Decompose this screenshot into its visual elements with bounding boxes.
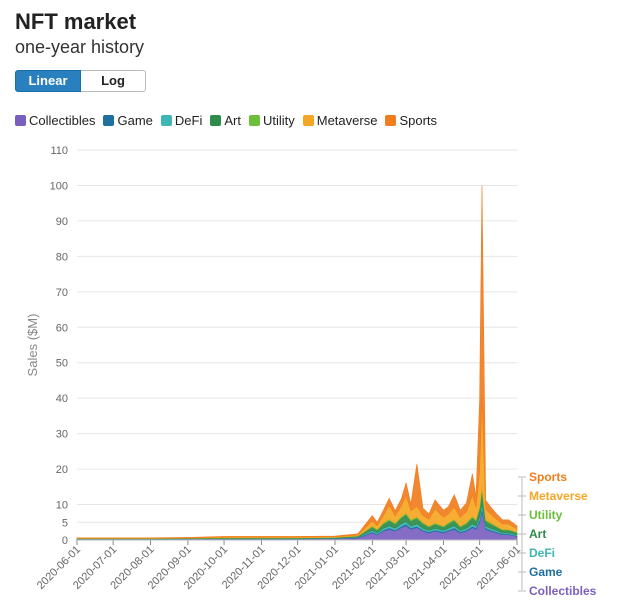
legend-item-utility[interactable]: Utility (248, 113, 295, 128)
end-label-sports: Sports (529, 470, 567, 484)
y-tick-label: 50 (56, 358, 68, 370)
legend-swatch (248, 115, 260, 126)
linear-scale-button[interactable]: Linear (15, 70, 81, 92)
y-tick-label: 40 (56, 393, 68, 405)
legend-label: Utility (262, 113, 295, 128)
y-tick-label: 80 (56, 251, 68, 263)
legend-item-defi[interactable]: DeFi (160, 113, 203, 128)
legend-item-collectibles[interactable]: Collectibles (15, 113, 95, 128)
y-tick-label: 0 (62, 535, 68, 547)
legend-swatch (103, 115, 115, 126)
end-label-game: Game (529, 565, 563, 579)
legend-swatch (385, 115, 397, 126)
legend-swatch (210, 115, 222, 126)
legend-label: Sports (399, 113, 438, 128)
y-tick-label: 30 (56, 429, 68, 441)
end-label-collectibles: Collectibles (529, 584, 597, 598)
end-label-utility: Utility (529, 508, 563, 522)
y-tick-label: 10 (56, 500, 68, 512)
end-label-defi: DeFi (529, 546, 555, 560)
legend-label: Metaverse (316, 113, 378, 128)
log-scale-button[interactable]: Log (81, 70, 146, 92)
y-tick-label: 70 (56, 287, 68, 299)
y-tick-label: 90 (56, 216, 68, 228)
legend-label: Art (224, 113, 241, 128)
y-tick-label: 60 (56, 322, 68, 334)
legend-swatch (160, 115, 172, 126)
legend-item-metaverse[interactable]: Metaverse (302, 113, 378, 128)
chart-title: NFT market (15, 9, 137, 34)
scale-toggle: Linear Log (15, 70, 146, 92)
end-label-art: Art (529, 527, 546, 541)
legend-label: Game (117, 113, 153, 128)
y-tick-label: 110 (50, 145, 68, 157)
y-tick-label: 20 (56, 464, 68, 476)
legend-swatch (15, 115, 26, 126)
legend-label: Collectibles (29, 113, 96, 128)
y-tick-label: 100 (50, 180, 68, 192)
legend-swatch (302, 115, 314, 126)
area-sports (76, 185, 518, 539)
legend-item-art[interactable]: Art (210, 113, 241, 128)
legend-label: DeFi (174, 113, 203, 128)
y-tick-label: 5 (62, 517, 68, 529)
legend-item-sports[interactable]: Sports (385, 113, 437, 128)
end-label-metaverse: Metaverse (529, 489, 588, 503)
legend: Collectibles Game DeFi Art Utility Metaverse S… (15, 113, 445, 128)
legend-item-game[interactable]: Game (103, 113, 153, 128)
area-metaverse (76, 398, 518, 539)
chart-subtitle: one-year history (15, 37, 145, 57)
y-axis-label: Sales ($M) (25, 314, 40, 377)
